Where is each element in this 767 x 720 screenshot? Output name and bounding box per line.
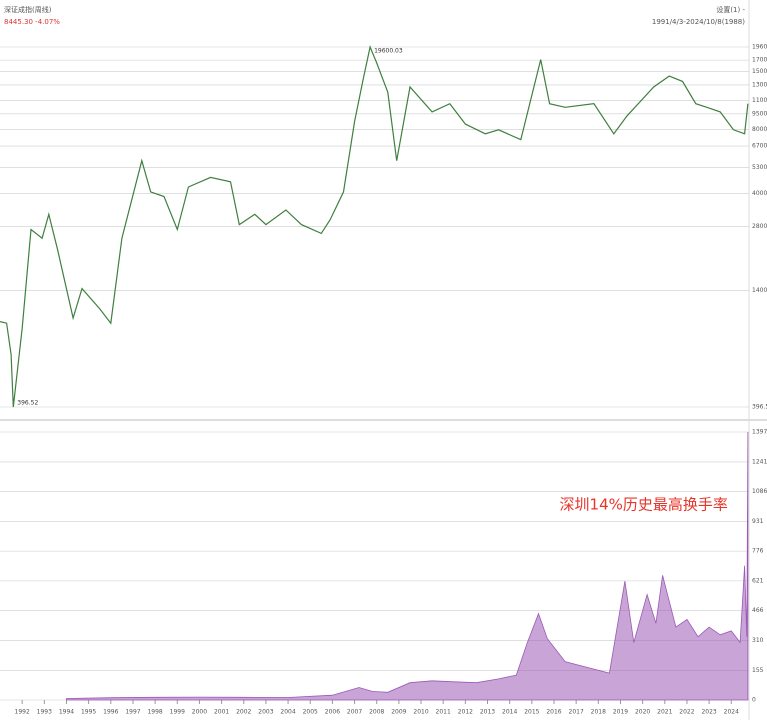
x-tick-label: 2003 [258, 709, 273, 716]
y-tick-label: 776 [752, 548, 764, 555]
x-tick-label: 2022 [679, 709, 694, 716]
x-tick-label: 2005 [303, 709, 318, 716]
y-tick-label: 466 [752, 607, 764, 614]
x-tick-label: 2014 [502, 709, 517, 716]
top-right-range: 1991/4/3-2024/10/8(1988) [652, 18, 745, 26]
x-tick-label: 2020 [635, 709, 650, 716]
y-tick-label: 4000 [752, 190, 767, 197]
y-tick-label: 13000 [752, 81, 767, 88]
x-tick-label: 1994 [59, 709, 74, 716]
y-tick-label: 1241 [752, 458, 767, 465]
x-tick-label: 1996 [103, 709, 118, 716]
x-tick-label: 1992 [15, 709, 30, 716]
x-tick-label: 1997 [125, 709, 140, 716]
x-tick-label: 1993 [37, 709, 52, 716]
x-tick-label: 2021 [657, 709, 672, 716]
y-tick-label: 931 [752, 518, 764, 525]
x-tick-label: 2011 [436, 709, 451, 716]
x-tick-label: 2009 [391, 709, 406, 716]
x-tick-label: 2019 [613, 709, 628, 716]
price-label: 19600.03 [374, 48, 403, 55]
x-tick-label: 2012 [458, 709, 473, 716]
y-tick-label: 1400 [752, 287, 767, 294]
x-tick-label: 2010 [413, 709, 428, 716]
x-tick-label: 2018 [591, 709, 606, 716]
annotation: 深圳14%历史最高换手率 [560, 496, 728, 514]
x-tick-label: 2007 [347, 709, 362, 716]
y-tick-label: 5300 [752, 164, 767, 171]
chart-title: 深证成指(周线) [4, 5, 52, 14]
chart-subtitle: 8445.30 -4.07% [4, 18, 60, 26]
x-tick-label: 2017 [569, 709, 584, 716]
y-tick-label: 1397 [752, 429, 767, 436]
turnover-area [66, 431, 749, 701]
y-tick-label: 9500 [752, 110, 767, 117]
x-tick-label: 2016 [546, 709, 561, 716]
y-tick-label: 310 [752, 637, 764, 644]
y-tick-label: 621 [752, 577, 764, 584]
x-tick-label: 2013 [480, 709, 495, 716]
y-tick-label: 0 [752, 697, 756, 704]
x-tick-label: 2008 [369, 709, 384, 716]
x-tick-label: 2024 [724, 709, 739, 716]
x-tick-label: 1995 [81, 709, 96, 716]
y-tick-label: 396.52 [752, 404, 767, 411]
x-tick-label: 2000 [192, 709, 207, 716]
x-tick-label: 2002 [236, 709, 251, 716]
y-tick-label: 11000 [752, 97, 767, 104]
price-line [0, 44, 749, 408]
y-tick-label: 15000 [752, 68, 767, 75]
y-tick-label: 19600.03 [752, 44, 767, 51]
x-tick-label: 2023 [701, 709, 716, 716]
top-right-info: 设置(1) - [716, 5, 745, 14]
price-label: 396.52 [17, 400, 38, 407]
x-tick-label: 2001 [214, 709, 229, 716]
x-tick-label: 2015 [524, 709, 539, 716]
y-tick-label: 17000 [752, 57, 767, 64]
y-tick-label: 8000 [752, 126, 767, 133]
y-tick-label: 155 [752, 667, 764, 674]
x-tick-label: 2006 [325, 709, 340, 716]
x-tick-label: 2004 [280, 709, 295, 716]
y-tick-label: 1086 [752, 488, 767, 495]
x-tick-label: 1998 [147, 709, 162, 716]
x-tick-label: 1999 [170, 709, 185, 716]
y-tick-label: 6700 [752, 143, 767, 150]
y-tick-label: 2800 [752, 223, 767, 230]
